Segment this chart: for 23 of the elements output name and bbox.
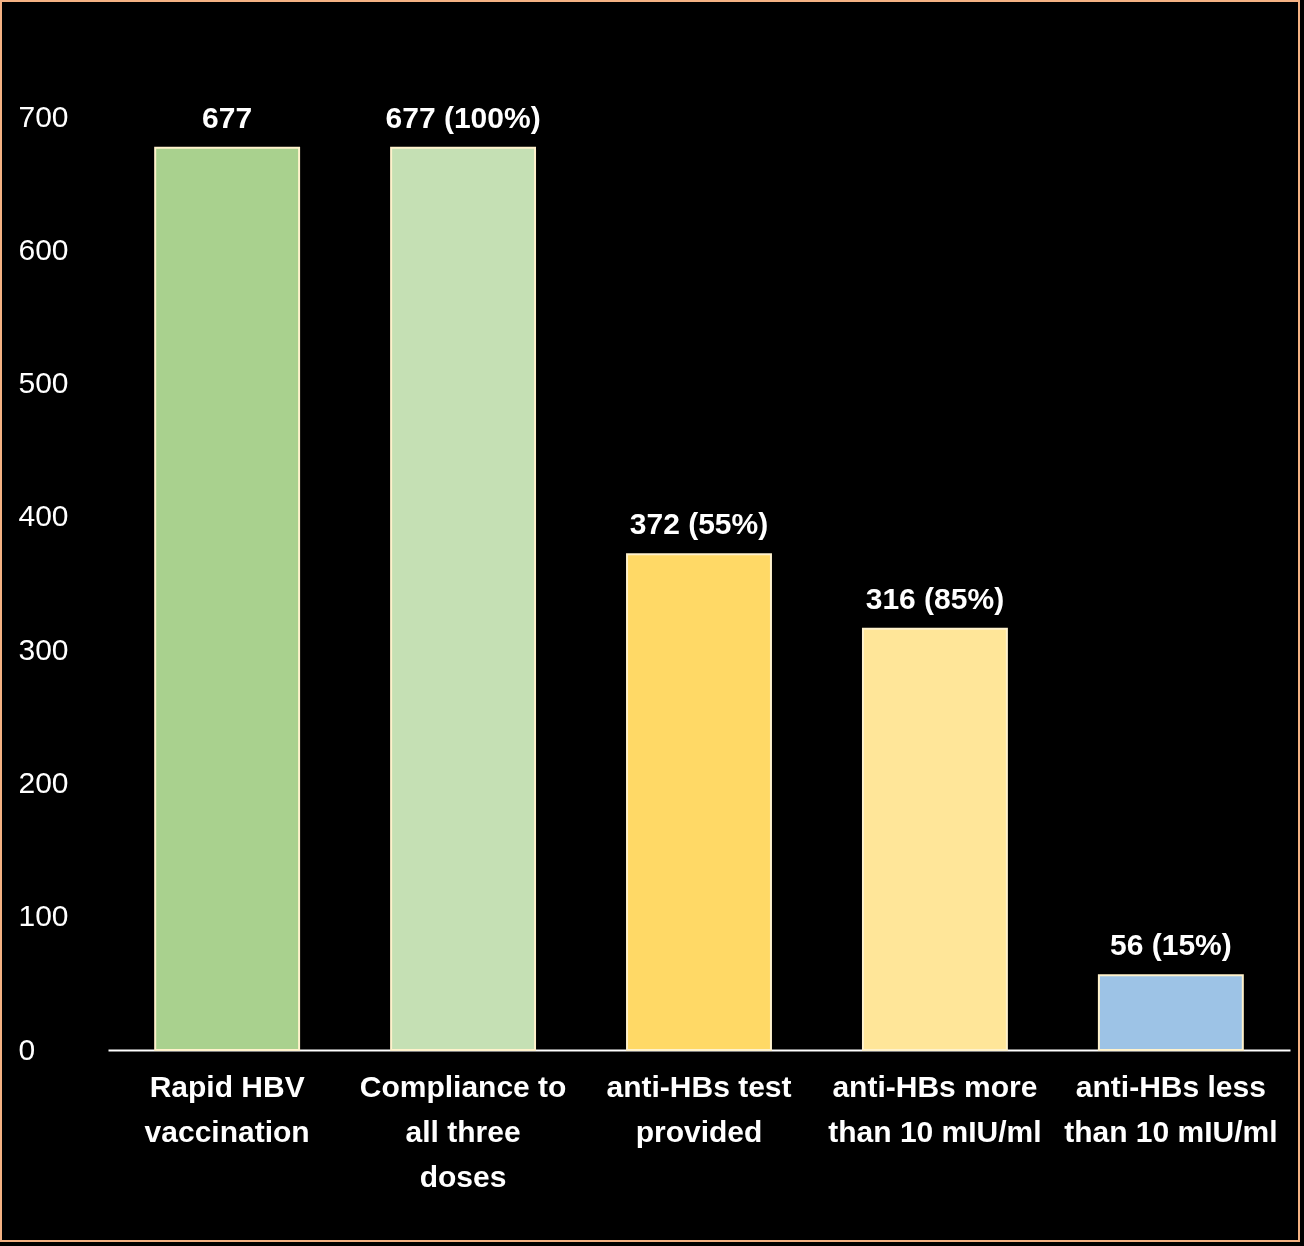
data-label: 316 (85%) — [865, 581, 1005, 615]
x-tick-label: anti-HBs less than 10 mIU/ml — [1064, 1069, 1278, 1148]
data-label: 677 (100%) — [385, 100, 541, 134]
x-tick-label: anti-HBs more than 10 mIU/ml — [828, 1069, 1042, 1148]
y-tick-label: 100 — [18, 899, 69, 933]
data-label: 677 — [202, 100, 253, 134]
x-tick-label: Compliance to all three doses — [359, 1069, 567, 1193]
bar — [1097, 974, 1244, 1051]
data-label: 56 (15%) — [1109, 928, 1232, 962]
bar — [154, 146, 301, 1051]
x-tick-label: anti-HBs test provided — [606, 1069, 792, 1148]
bar — [861, 627, 1008, 1051]
y-tick-label: 700 — [18, 99, 69, 133]
y-tick-label: 0 — [18, 1032, 36, 1066]
y-tick-label: 400 — [18, 499, 69, 533]
x-tick-label: Rapid HBV vaccination — [144, 1069, 310, 1148]
data-label: 372 (55%) — [629, 507, 769, 541]
y-tick-label: 500 — [18, 366, 69, 400]
y-tick-label: 300 — [18, 632, 69, 666]
bar — [390, 146, 537, 1051]
bar — [626, 553, 772, 1051]
y-tick-label: 200 — [18, 765, 69, 799]
y-tick-label: 600 — [18, 232, 69, 266]
